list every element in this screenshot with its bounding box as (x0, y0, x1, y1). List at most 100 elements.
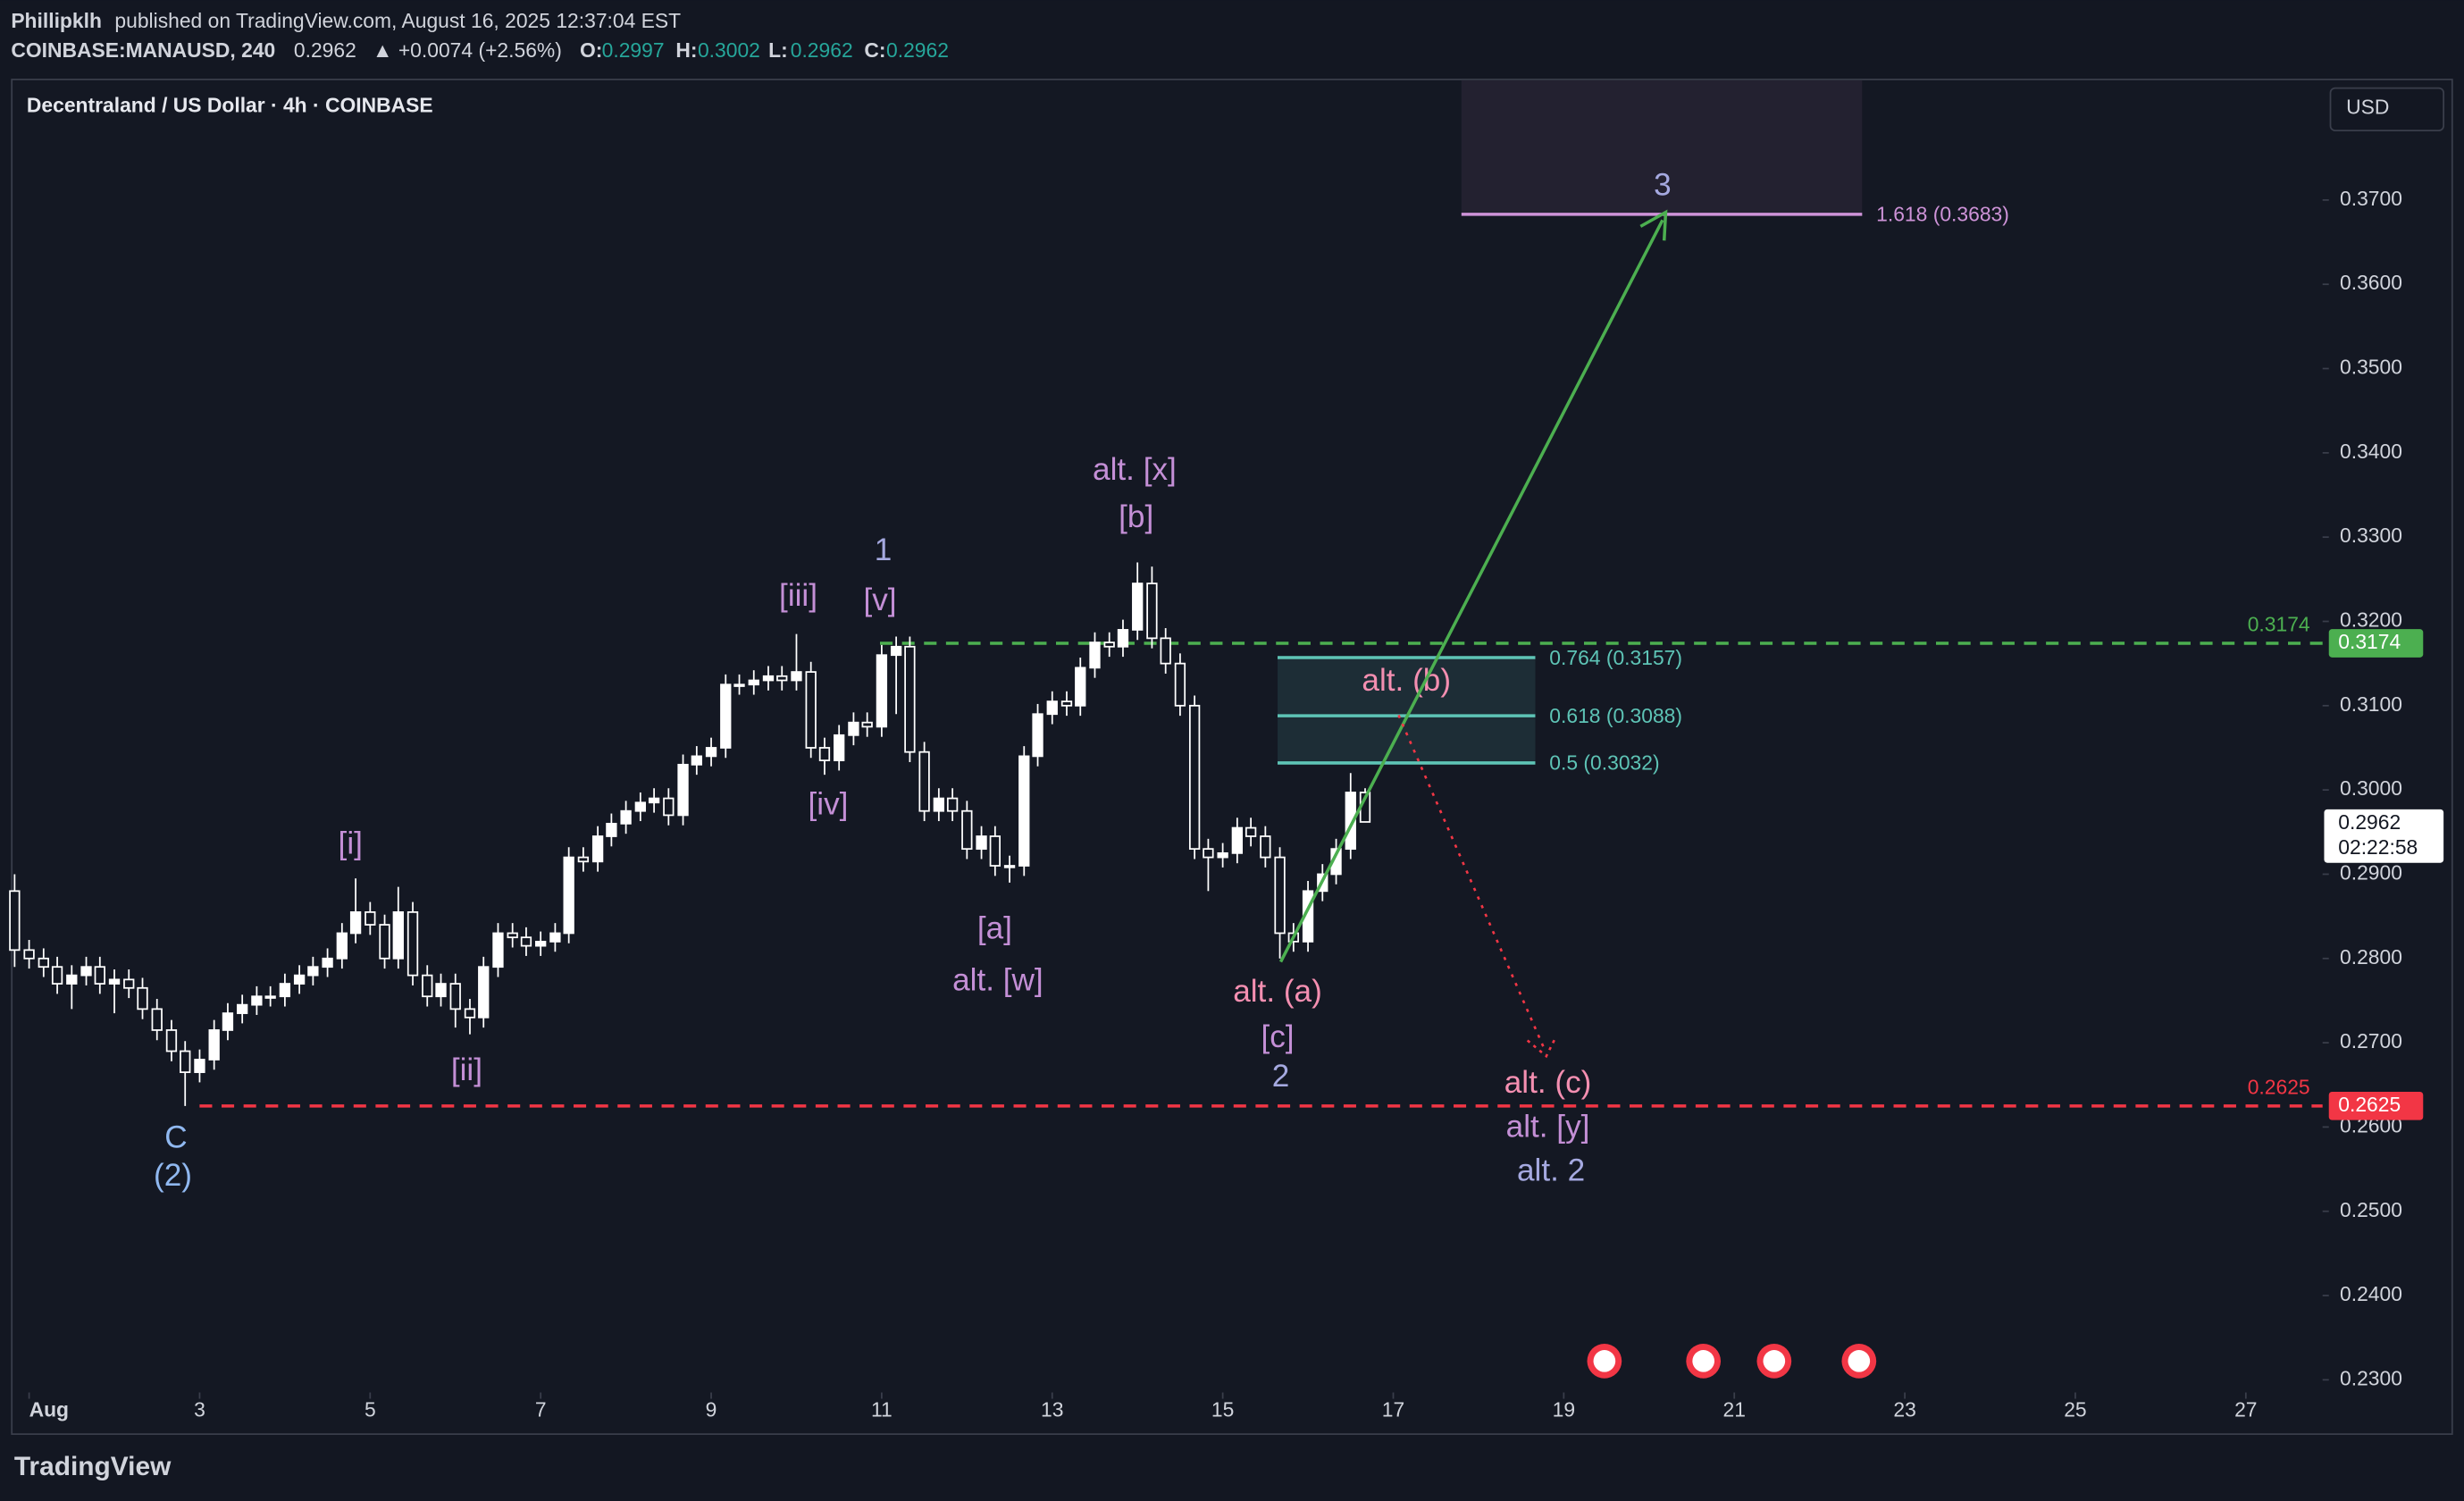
candle-body (535, 941, 547, 947)
arrow-head (1639, 209, 1668, 241)
candle-body (1146, 583, 1158, 640)
x-tick-label: 13 (1041, 1398, 1063, 1421)
candle-body (1174, 662, 1186, 707)
candle-body (1060, 700, 1073, 707)
ohlc-value: 0.3002 (698, 38, 760, 62)
candle-body (507, 932, 518, 939)
header-change: ▲ +0.0074 (+2.56%) (373, 38, 562, 62)
y-tick-label: 0.3100 (2340, 692, 2402, 716)
wave-label: [i] (339, 826, 363, 861)
candle-body (9, 890, 21, 952)
wave-label: [a] (977, 911, 1012, 946)
candle-body (123, 978, 135, 989)
candle-body (1260, 835, 1271, 859)
fib-label: 0.5 (0.3032) (1549, 751, 1659, 775)
candle-body (194, 1059, 205, 1073)
candle-body (805, 671, 817, 749)
wave-label: [iv] (808, 787, 848, 822)
currency-button[interactable] (2329, 87, 2445, 131)
y-tick-label: 0.2500 (2340, 1198, 2402, 1221)
candle-body (705, 747, 717, 758)
candle-body (620, 809, 632, 825)
wave-label: 2 (1272, 1059, 1290, 1094)
alt-arrow-head (1526, 1036, 1557, 1059)
wave-label: 3 (1654, 168, 1672, 203)
candle-body (1003, 865, 1016, 868)
publisher: Phillipklh (11, 9, 102, 32)
candle-body (222, 1012, 234, 1031)
wave-label: alt. (c) (1504, 1065, 1592, 1100)
candle-body (677, 763, 689, 817)
symbol: COINBASE:MANAUSD, 240 (11, 38, 275, 62)
candle-body (365, 911, 376, 926)
alt-arrow (1397, 714, 1546, 1051)
candle-body (1203, 848, 1214, 859)
candle-body (94, 966, 105, 985)
wave-label: alt. [y] (1506, 1109, 1590, 1144)
plot-frame (11, 79, 2453, 1436)
event-flag-inner (1848, 1350, 1871, 1372)
candle-body (38, 957, 49, 969)
ohlc-key: C: (864, 38, 885, 62)
candle-body (1075, 667, 1086, 707)
candle-body (137, 986, 148, 1010)
currency[interactable]: USD (2346, 96, 2389, 119)
x-tick-label: 7 (535, 1398, 547, 1421)
x-tick-label: 25 (2064, 1398, 2086, 1421)
candle-body (520, 936, 532, 947)
candle-body (1345, 792, 1356, 851)
y-tick-label: 0.3200 (2340, 608, 2402, 632)
y-tick-label: 0.2800 (2340, 945, 2402, 969)
candle-body (663, 797, 675, 817)
candle-body (776, 675, 788, 682)
level-tag (2328, 1092, 2424, 1120)
level-label: 0.3174 (2248, 613, 2310, 636)
ohlc-key: L: (768, 38, 788, 62)
y-tick-label: 0.3300 (2340, 524, 2402, 547)
candle-body (933, 797, 944, 812)
wave-label: alt. (a) (1233, 974, 1322, 1009)
candle-body (1160, 637, 1171, 665)
candle-body (51, 966, 63, 985)
wave-label: 1 (875, 532, 893, 567)
fib-label: 0.618 (0.3088) (1549, 704, 1682, 727)
level-tag-label: 0.2625 (2338, 1093, 2401, 1116)
candle-body (591, 835, 604, 863)
candle-body (1117, 629, 1129, 648)
candle-body (976, 835, 987, 851)
y-tick-label: 0.2900 (2340, 860, 2402, 884)
ohlc: O: 0.2997 H: 0.3002 L: 0.2962 C: 0.2962 (580, 38, 949, 62)
candle-body (549, 932, 561, 943)
candle-body (946, 797, 959, 812)
ohlc-value: 0.2962 (791, 38, 853, 62)
candle-body (492, 932, 504, 969)
price-tag (2324, 809, 2444, 863)
candle-body (648, 797, 660, 804)
wave-label: [iii] (779, 578, 817, 613)
countdown: 02:22:58 (2338, 835, 2418, 859)
candle-body (1103, 641, 1115, 648)
wave-label: [b] (1119, 499, 1153, 534)
candle-body (989, 835, 1001, 867)
x-tick-label: 21 (1722, 1398, 1745, 1421)
candle-body (748, 679, 759, 686)
candle-body (422, 974, 433, 998)
candle-body (606, 822, 617, 837)
candle-body (307, 966, 319, 977)
candle-body (634, 801, 646, 812)
candle-body (406, 911, 419, 977)
candle-body (720, 683, 732, 749)
candle-body (762, 675, 775, 682)
candle-body (791, 671, 802, 682)
wave-label: [ii] (451, 1052, 482, 1087)
y-tick-label: 0.2300 (2340, 1366, 2402, 1389)
candle-body (322, 957, 333, 969)
candle-body (1245, 826, 1257, 837)
candle-body (23, 949, 35, 960)
candle-body (464, 1008, 476, 1019)
candle-body (861, 721, 873, 728)
price-tag-label: 0.2962 (2338, 810, 2401, 834)
event-flags[interactable] (1587, 1343, 1877, 1379)
